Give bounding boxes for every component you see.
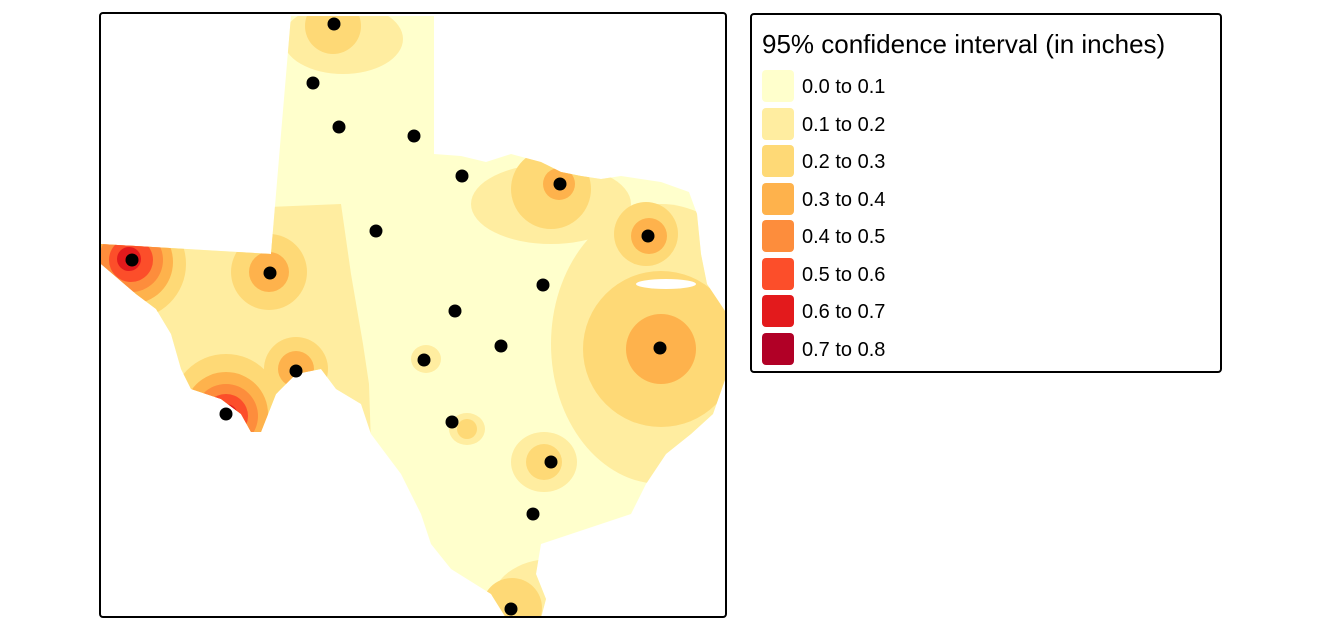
texas-interpolation-map — [101, 16, 725, 616]
legend-swatch — [762, 295, 794, 327]
station-point — [536, 278, 550, 292]
legend-swatch — [762, 107, 794, 140]
station-point — [327, 17, 341, 31]
legend-label: 0.7 to 0.8 — [802, 338, 886, 361]
confidence-band — [526, 444, 562, 480]
station-point — [407, 129, 421, 143]
station-point — [445, 415, 459, 429]
legend-item: 0.2 to 0.3 — [762, 145, 1062, 179]
station-point — [455, 169, 469, 183]
legend-label: 0.2 to 0.3 — [802, 151, 886, 173]
legend-item: 0.6 to 0.7 — [762, 295, 1062, 329]
station-point — [504, 602, 518, 616]
station-point — [219, 407, 233, 421]
station-point — [641, 229, 655, 243]
legend-label: 0.6 to 0.7 — [802, 301, 886, 323]
legend-title: 95% confidence interval (in inches) — [762, 29, 1166, 59]
legend-item: 0.3 to 0.4 — [762, 182, 1062, 217]
legend-label: 0.1 to 0.2 — [802, 113, 886, 136]
legend-swatch — [762, 145, 794, 177]
legend-swatch — [762, 182, 794, 215]
legend-item: 0.4 to 0.5 — [762, 220, 1062, 254]
station-point — [417, 353, 431, 367]
legend-swatch — [762, 220, 794, 252]
confidence-band — [101, 204, 371, 464]
legend-label: 0.4 to 0.5 — [802, 226, 886, 248]
station-point — [306, 76, 320, 90]
legend-swatch — [762, 70, 794, 102]
station-point — [448, 304, 462, 318]
confidence-band — [457, 419, 477, 439]
station-point — [332, 120, 346, 134]
legend-swatch — [762, 332, 794, 365]
station-point — [553, 177, 567, 191]
station-point — [544, 455, 558, 469]
station-point — [125, 253, 139, 267]
station-point — [263, 266, 277, 280]
station-point — [653, 341, 667, 355]
station-point — [289, 364, 303, 378]
station-point — [369, 224, 383, 238]
legend-item: 0.7 to 0.8 — [762, 332, 1062, 367]
legend-swatch — [762, 257, 794, 290]
map-legend: 95% confidence interval (in inches) 0.0 … — [750, 13, 1222, 373]
station-point — [494, 339, 508, 353]
station-point — [526, 507, 540, 521]
legend-item: 0.5 to 0.6 — [762, 257, 1062, 292]
station-points — [125, 17, 667, 616]
legend-label: 0.5 to 0.6 — [802, 263, 886, 286]
legend-label: 0.3 to 0.4 — [802, 188, 886, 211]
confidence-band — [636, 279, 696, 289]
legend-label: 0.0 to 0.1 — [802, 76, 886, 98]
legend-item: 0.0 to 0.1 — [762, 70, 1062, 104]
map-panel — [99, 12, 727, 618]
legend-item: 0.1 to 0.2 — [762, 107, 1062, 142]
